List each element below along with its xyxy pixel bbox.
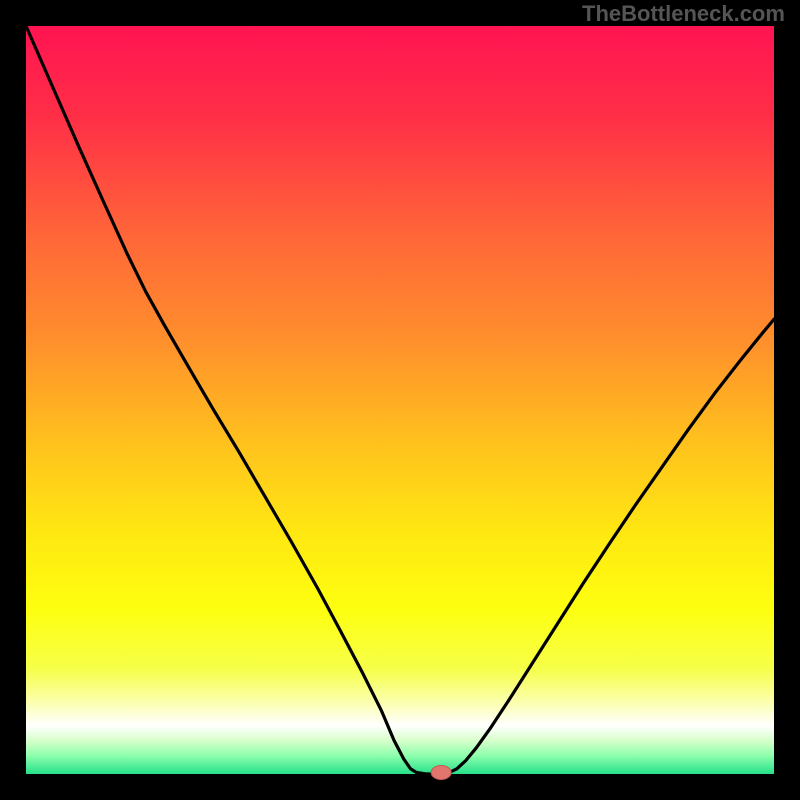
- bottleneck-chart: [0, 0, 800, 800]
- chart-background: [26, 26, 774, 774]
- watermark-text: TheBottleneck.com: [582, 1, 785, 27]
- optimal-point-marker: [431, 766, 451, 780]
